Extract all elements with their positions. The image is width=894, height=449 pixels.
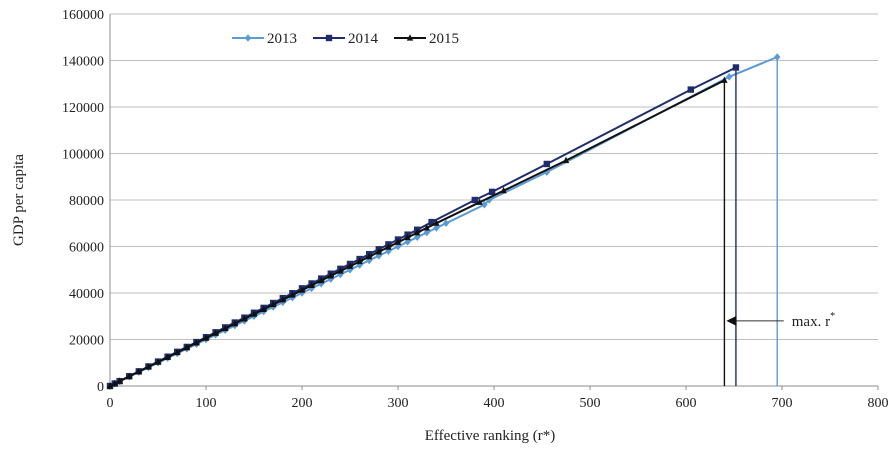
point-2015-18 [270,300,277,308]
point-2015-16 [250,310,258,317]
point-2015-20 [289,291,296,298]
point-2015-19 [279,295,286,303]
legend-marker-2015 [406,34,414,41]
point-2015-15 [241,315,248,322]
point-2015-33 [414,228,421,236]
point-2015-13 [222,324,229,332]
point-2015-34 [423,224,430,231]
point-2015-9 [183,343,190,351]
y-tick-140000: 140000 [62,55,104,70]
legend-item-2013: 2013 [232,31,297,47]
annotation-arrowhead [726,315,737,326]
y-tick-60000: 60000 [69,241,104,256]
point-2015-17 [260,305,267,312]
y-tick-100000: 100000 [62,148,104,163]
point-2015-2 [116,377,123,384]
gridlines [110,13,878,340]
point-2013-40 [726,72,733,81]
legend-item-2015: 2015 [394,31,459,47]
point-2014-35 [471,196,478,204]
x-tick-100: 100 [196,396,217,411]
point-2013-35 [433,224,440,232]
point-2015-11 [202,334,210,341]
point-2015-5 [145,363,152,370]
point-2015-24 [327,272,334,279]
point-2014-34 [428,218,435,226]
legend-label-2013: 2013 [267,31,297,47]
point-2014-38 [687,86,694,93]
point-2015-30 [385,243,392,250]
x-tick-400: 400 [484,396,505,411]
x-tick-200: 200 [292,396,313,411]
series-2015 [106,76,728,389]
x-axis-title: Effective ranking (r*) [425,428,556,444]
point-2015-21 [298,286,306,293]
point-2015-3 [126,372,133,380]
point-2015-37 [500,186,507,194]
y-tick-160000: 160000 [62,8,104,23]
series-line-2015 [109,79,725,387]
x-tick-labels: 0 100 200 300 400 500 600 700 800 [107,386,889,411]
legend-item-2014: 2014 [313,31,379,47]
y-tick-40000: 40000 [69,287,104,302]
x-tick-500: 500 [580,396,601,411]
point-2015-7 [164,353,171,360]
x-tick-800: 800 [868,396,889,411]
point-2015-36 [476,198,483,205]
x-tick-700: 700 [772,396,793,411]
legend-marker-2013 [244,34,252,42]
legend-label-2015: 2015 [429,31,459,47]
point-2015-14 [231,319,238,327]
point-2015-35 [433,219,440,226]
point-2015-26 [346,262,354,269]
point-2014-39 [732,64,740,71]
x-tick-600: 600 [676,396,697,411]
point-2015-0 [106,382,114,389]
legend-marker-2014 [325,34,333,42]
y-tick-120000: 120000 [62,101,104,116]
point-2014-36 [488,188,496,196]
series-group [106,53,781,390]
point-2015-10 [193,339,200,346]
point-2015-1 [111,379,118,387]
point-2014-37 [543,160,550,168]
x-tick-0: 0 [107,396,114,411]
x-tick-300: 300 [388,396,409,411]
point-2013-34 [423,228,430,237]
point-2015-29 [375,248,382,255]
max-r-annotation: max. r* [726,311,835,330]
point-2015-38 [562,156,570,164]
max-r-label: max. r* [792,311,835,330]
y-tick-80000: 80000 [69,194,104,209]
legend: 2013 2014 2015 [232,31,459,47]
point-2015-39 [721,76,728,83]
point-2015-23 [318,276,325,284]
point-2013-36 [442,219,450,228]
point-2013-41 [774,53,781,61]
point-2013-37 [481,200,488,209]
point-2015-22 [308,281,315,289]
point-2013-39 [543,168,550,176]
point-2015-4 [135,367,142,375]
point-2015-32 [404,233,411,241]
y-axis-title: GDP per capita [11,154,27,246]
point-2015-25 [337,267,344,274]
point-2015-31 [394,238,402,245]
point-2015-27 [356,257,363,265]
point-2015-28 [366,252,373,260]
point-2015-8 [174,348,181,356]
point-2015-6 [154,358,162,365]
max-r-label-sup: * [830,311,835,322]
point-2015-12 [212,329,219,336]
y-tick-0: 0 [97,380,104,395]
legend-label-2014: 2014 [348,31,379,47]
max-r-label-main: max. r [792,314,830,330]
y-tick-labels: 0 20000 40000 60000 80000 100000 120000 140000 1… [62,8,104,395]
y-tick-20000: 20000 [69,334,104,349]
